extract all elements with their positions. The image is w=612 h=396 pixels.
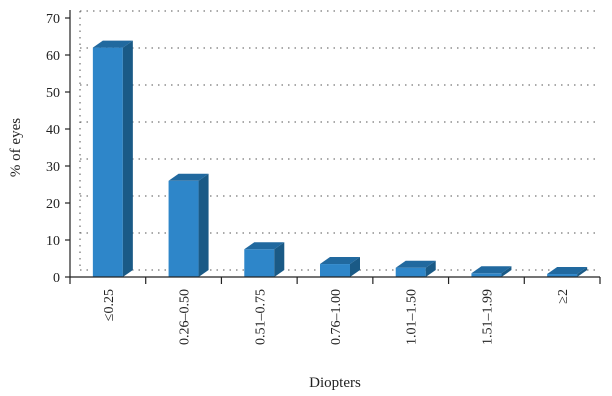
bar-front [471,273,502,277]
bar-top [244,242,285,250]
x-tick-label: 0.76–1.00 [329,289,344,345]
bar [395,260,436,277]
bar-front [168,180,199,277]
y-tick-label: 0 [53,271,60,286]
y-axis-title: % of eyes [8,118,24,177]
bars [92,40,588,277]
y-tick-labels: 0 10 20 30 40 50 60 70 [46,12,70,286]
bar-side [425,260,436,277]
x-tick-label: ≥2 [556,289,571,304]
x-tick-label: 0.51–0.75 [253,289,268,345]
y-tick-label: 10 [46,234,60,249]
bar-side [501,266,512,277]
y-tick-label: 60 [46,49,60,64]
bar-front [92,47,123,277]
x-tick-labels: ≤0.25 0.26–0.50 0.51–0.75 0.76–1.00 1.01–1.5… [69,277,601,345]
bar-side [350,257,360,277]
bar-top [320,257,360,265]
bar-top [168,173,209,181]
x-tick-label: 0.26–0.50 [178,289,193,345]
axes [69,10,600,278]
x-axis-title: Diopters [309,375,361,391]
bar [547,267,588,277]
bar-top [471,266,512,274]
bar-side [198,173,209,277]
gridlines [79,10,600,271]
x-tick-label: ≤0.25 [102,289,117,321]
bar-top [92,40,133,48]
bar-side [274,242,285,277]
bar-side [122,40,133,277]
bar-top [395,260,436,268]
y-tick-label: 50 [46,86,60,101]
bar-side [577,267,588,277]
bar-front [244,249,275,277]
x-tick-label: 1.01–1.50 [405,289,420,345]
x-tick-label: 1.51–1.99 [480,289,495,345]
y-tick-label: 40 [46,123,60,138]
bar-front [320,264,350,277]
bar [320,257,360,277]
y-tick-label: 20 [46,197,60,212]
bar-front [395,267,426,277]
bar [92,40,133,277]
bar-top [547,267,588,275]
y-tick-label: 30 [46,160,60,175]
bar [168,173,209,277]
bar-front [547,274,578,277]
bar [471,266,512,277]
y-tick-label: 70 [46,12,60,27]
bar [244,242,285,277]
